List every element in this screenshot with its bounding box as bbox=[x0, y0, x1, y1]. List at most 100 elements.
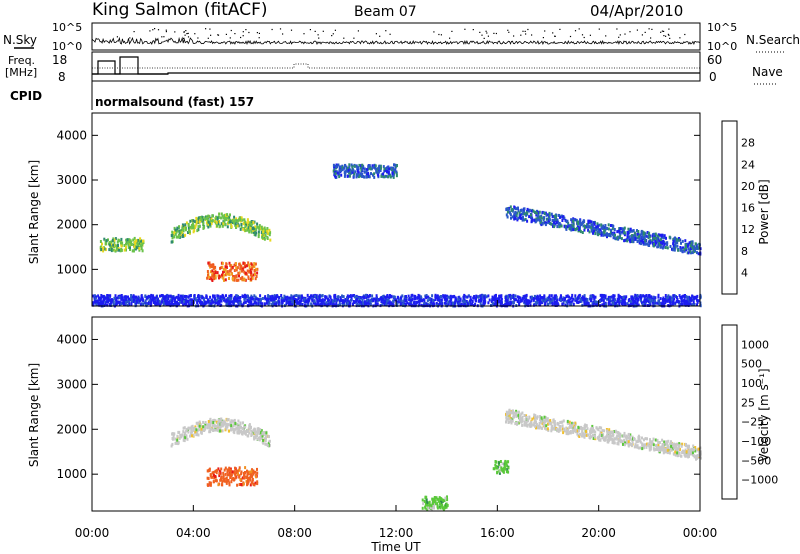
data-cell bbox=[289, 303, 292, 306]
noise-top-tick-right: 10^5 bbox=[707, 21, 737, 34]
data-cell bbox=[565, 430, 568, 434]
colorbar-tick-label: 20 bbox=[741, 180, 755, 193]
data-cell bbox=[230, 300, 233, 304]
data-cell bbox=[272, 300, 274, 303]
data-cell bbox=[415, 300, 418, 304]
data-cell bbox=[640, 239, 643, 243]
data-cell bbox=[315, 296, 318, 300]
data-cell bbox=[192, 219, 195, 223]
data-cell bbox=[479, 294, 482, 298]
data-cell bbox=[665, 447, 668, 451]
data-cell bbox=[541, 299, 544, 303]
data-cell bbox=[263, 235, 266, 239]
data-cell bbox=[386, 175, 389, 179]
data-cell bbox=[383, 299, 386, 303]
data-cell bbox=[355, 175, 358, 179]
data-cell bbox=[661, 301, 664, 305]
data-cell bbox=[672, 246, 675, 250]
data-cell bbox=[361, 174, 363, 178]
data-cell bbox=[552, 418, 555, 422]
data-cell bbox=[252, 273, 255, 277]
noise-top-tick-left: 10^5 bbox=[52, 21, 82, 34]
data-cell bbox=[629, 302, 632, 306]
data-cell bbox=[382, 165, 385, 169]
data-cell bbox=[238, 475, 241, 479]
data-cell bbox=[593, 429, 595, 433]
data-cell bbox=[570, 296, 573, 300]
data-cell bbox=[691, 244, 694, 247]
data-cell bbox=[233, 431, 236, 435]
data-cell bbox=[484, 294, 487, 298]
data-cell bbox=[386, 299, 389, 303]
data-cell bbox=[616, 442, 619, 446]
data-cell bbox=[570, 228, 573, 231]
data-cell bbox=[524, 423, 527, 427]
data-cell bbox=[650, 442, 653, 446]
data-cell bbox=[215, 299, 218, 302]
data-cell bbox=[300, 294, 303, 298]
nsearch-dot bbox=[317, 34, 319, 36]
data-cell bbox=[116, 300, 119, 304]
data-cell bbox=[120, 237, 123, 241]
data-cell bbox=[195, 216, 198, 220]
nsearch-dot bbox=[258, 37, 260, 39]
data-cell bbox=[658, 441, 661, 444]
data-cell bbox=[368, 294, 371, 297]
data-cell bbox=[680, 444, 683, 448]
data-cell bbox=[666, 451, 669, 455]
feature-strong-patch bbox=[206, 261, 259, 282]
data-cell bbox=[469, 299, 472, 303]
data-cell bbox=[251, 303, 254, 307]
data-cell bbox=[186, 300, 189, 304]
data-cell bbox=[666, 246, 669, 250]
data-cell bbox=[282, 297, 285, 301]
data-cell bbox=[344, 173, 347, 177]
data-cell bbox=[233, 221, 236, 225]
data-cell bbox=[233, 263, 236, 267]
data-cell bbox=[238, 299, 241, 303]
data-cell bbox=[272, 302, 275, 306]
data-cell bbox=[514, 207, 517, 211]
data-cell bbox=[118, 239, 121, 243]
data-cell bbox=[606, 297, 609, 301]
data-cell bbox=[472, 296, 475, 300]
nsearch-dot bbox=[651, 28, 653, 30]
data-cell bbox=[227, 272, 230, 276]
data-cell bbox=[233, 429, 236, 433]
data-cell bbox=[671, 247, 673, 251]
data-cell bbox=[197, 424, 200, 428]
data-cell bbox=[617, 237, 620, 241]
data-cell bbox=[102, 298, 105, 302]
data-cell bbox=[525, 416, 528, 419]
data-cell bbox=[698, 246, 701, 250]
data-cell bbox=[643, 438, 645, 442]
data-cell bbox=[310, 302, 313, 306]
nsearch-dot bbox=[483, 37, 485, 39]
data-cell bbox=[467, 294, 470, 298]
data-cell bbox=[177, 441, 180, 445]
data-cell bbox=[105, 239, 108, 243]
data-cell bbox=[640, 232, 643, 236]
data-cell bbox=[212, 429, 215, 432]
data-cell bbox=[192, 428, 195, 432]
data-cell bbox=[119, 302, 122, 306]
data-cell bbox=[387, 171, 390, 175]
data-cell bbox=[263, 234, 266, 238]
data-cell bbox=[268, 233, 271, 237]
data-cell bbox=[690, 241, 693, 245]
data-cell bbox=[240, 269, 243, 273]
data-cell bbox=[184, 228, 187, 232]
data-cell bbox=[631, 435, 634, 439]
data-cell bbox=[280, 299, 283, 302]
data-cell bbox=[193, 294, 196, 297]
data-cell bbox=[567, 421, 570, 425]
data-cell bbox=[652, 232, 655, 236]
data-cell bbox=[509, 418, 512, 422]
data-cell bbox=[192, 222, 194, 226]
nsearch-dot bbox=[245, 29, 247, 31]
nsearch-dot bbox=[154, 28, 156, 30]
data-cell bbox=[420, 295, 423, 299]
cpid-text: normalsound (fast) 157 bbox=[95, 95, 254, 109]
data-cell bbox=[223, 214, 226, 217]
